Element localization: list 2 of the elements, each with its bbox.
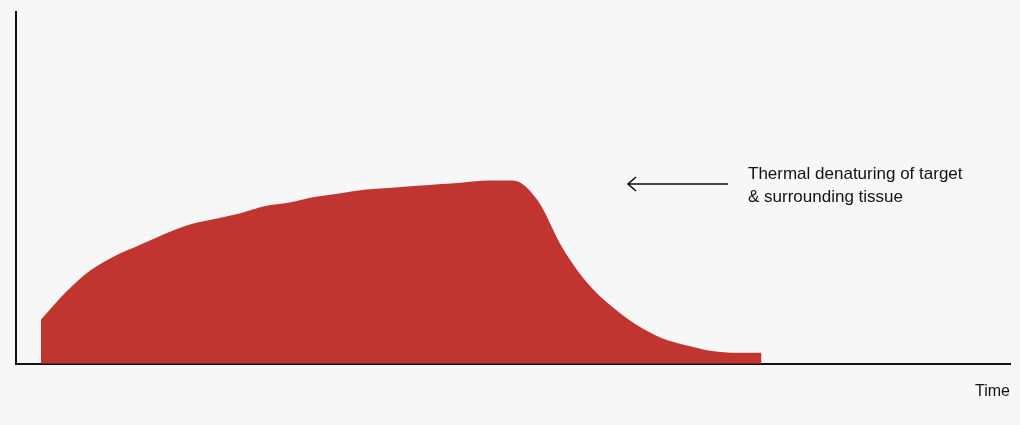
annotation: Thermal denaturing of target & surrounding tissue [748,163,963,208]
x-axis-title: Time [975,381,1011,399]
